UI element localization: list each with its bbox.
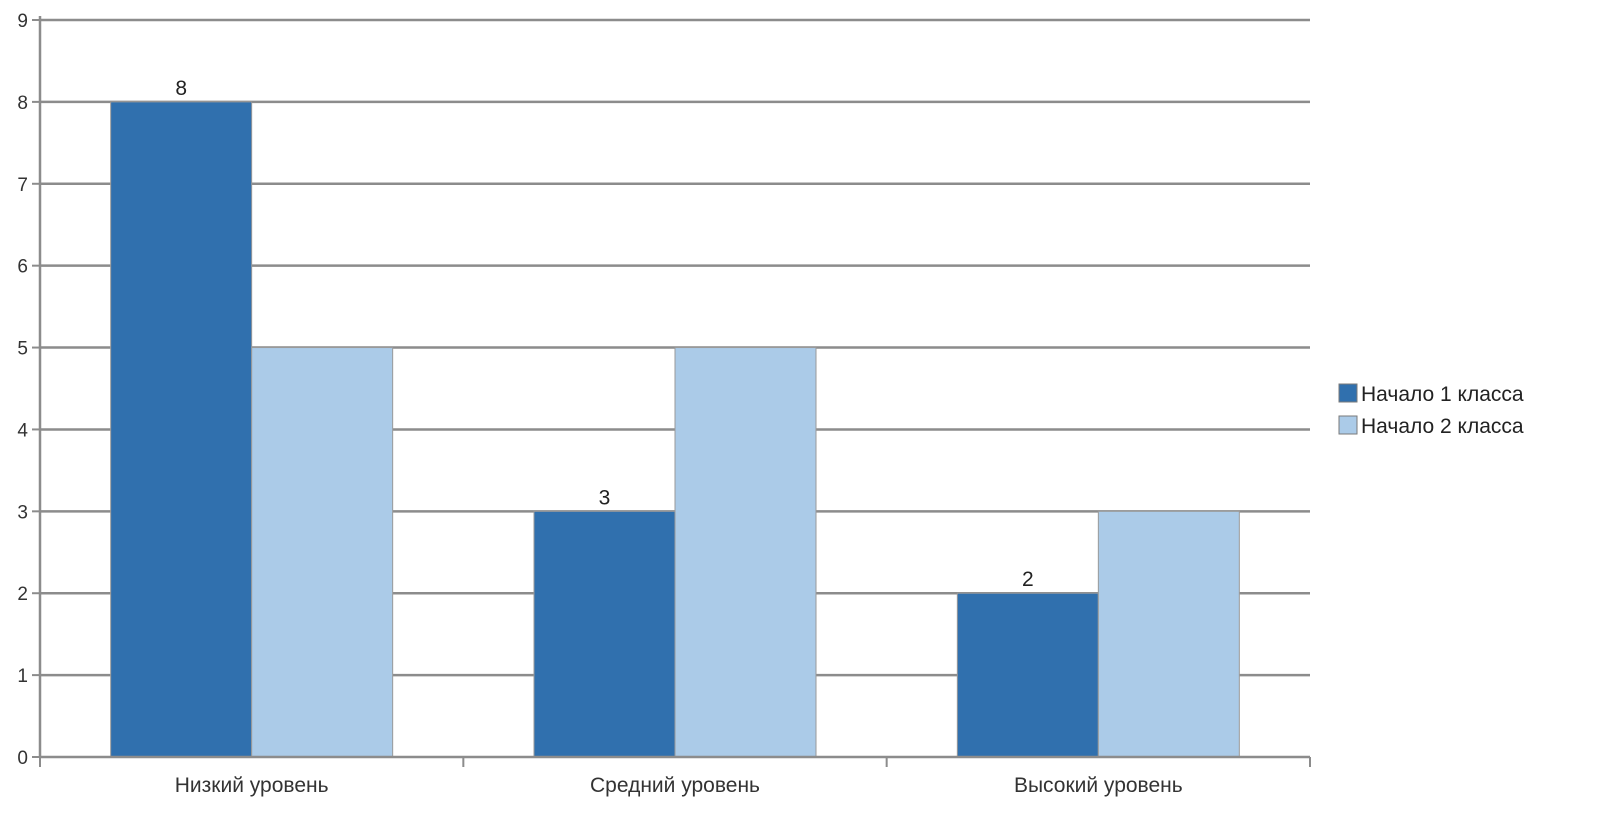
y-tick-labels: 0 1 2 3 4 5 6 7 8 9 xyxy=(17,11,28,769)
bar-2-3 xyxy=(1097,510,1240,758)
bar-2-2 xyxy=(674,347,817,758)
y-tick-label: 6 xyxy=(17,257,28,278)
y-tick-label: 5 xyxy=(17,339,28,360)
y-tick-label: 2 xyxy=(17,584,28,605)
x-tick-label: Низкий уровень xyxy=(175,774,329,797)
legend-swatch-1 xyxy=(1338,383,1358,403)
bar-1-1 xyxy=(110,101,253,758)
y-tick-label: 0 xyxy=(17,748,28,769)
x-tick-label: Средний уровень xyxy=(590,774,760,797)
data-labels: 8 3 2 xyxy=(175,77,1033,591)
y-tick-label: 4 xyxy=(17,420,28,441)
y-tick-label: 7 xyxy=(17,175,28,196)
data-label: 3 xyxy=(599,486,611,509)
y-tick-label: 3 xyxy=(17,502,28,523)
bars xyxy=(110,101,1240,758)
y-tick-label: 1 xyxy=(17,666,28,687)
y-tick-label: 9 xyxy=(17,11,28,32)
bar-1-3 xyxy=(956,592,1099,758)
bar-2-1 xyxy=(251,347,394,758)
x-tick-labels: Низкий уровень Средний уровень Высокий уро… xyxy=(175,774,1183,797)
data-label: 2 xyxy=(1022,568,1034,591)
axes xyxy=(32,16,1311,767)
legend: Начало 1 класса Начало 2 класса xyxy=(1338,383,1524,438)
x-tick-label: Высокий уровень xyxy=(1014,774,1183,797)
data-label: 8 xyxy=(175,77,187,100)
y-tick-label: 8 xyxy=(17,93,28,114)
legend-label-2: Начало 2 класса xyxy=(1361,415,1524,438)
legend-label-1: Начало 1 класса xyxy=(1361,383,1524,406)
legend-swatch-2 xyxy=(1338,415,1358,435)
bar-1-2 xyxy=(533,510,676,758)
